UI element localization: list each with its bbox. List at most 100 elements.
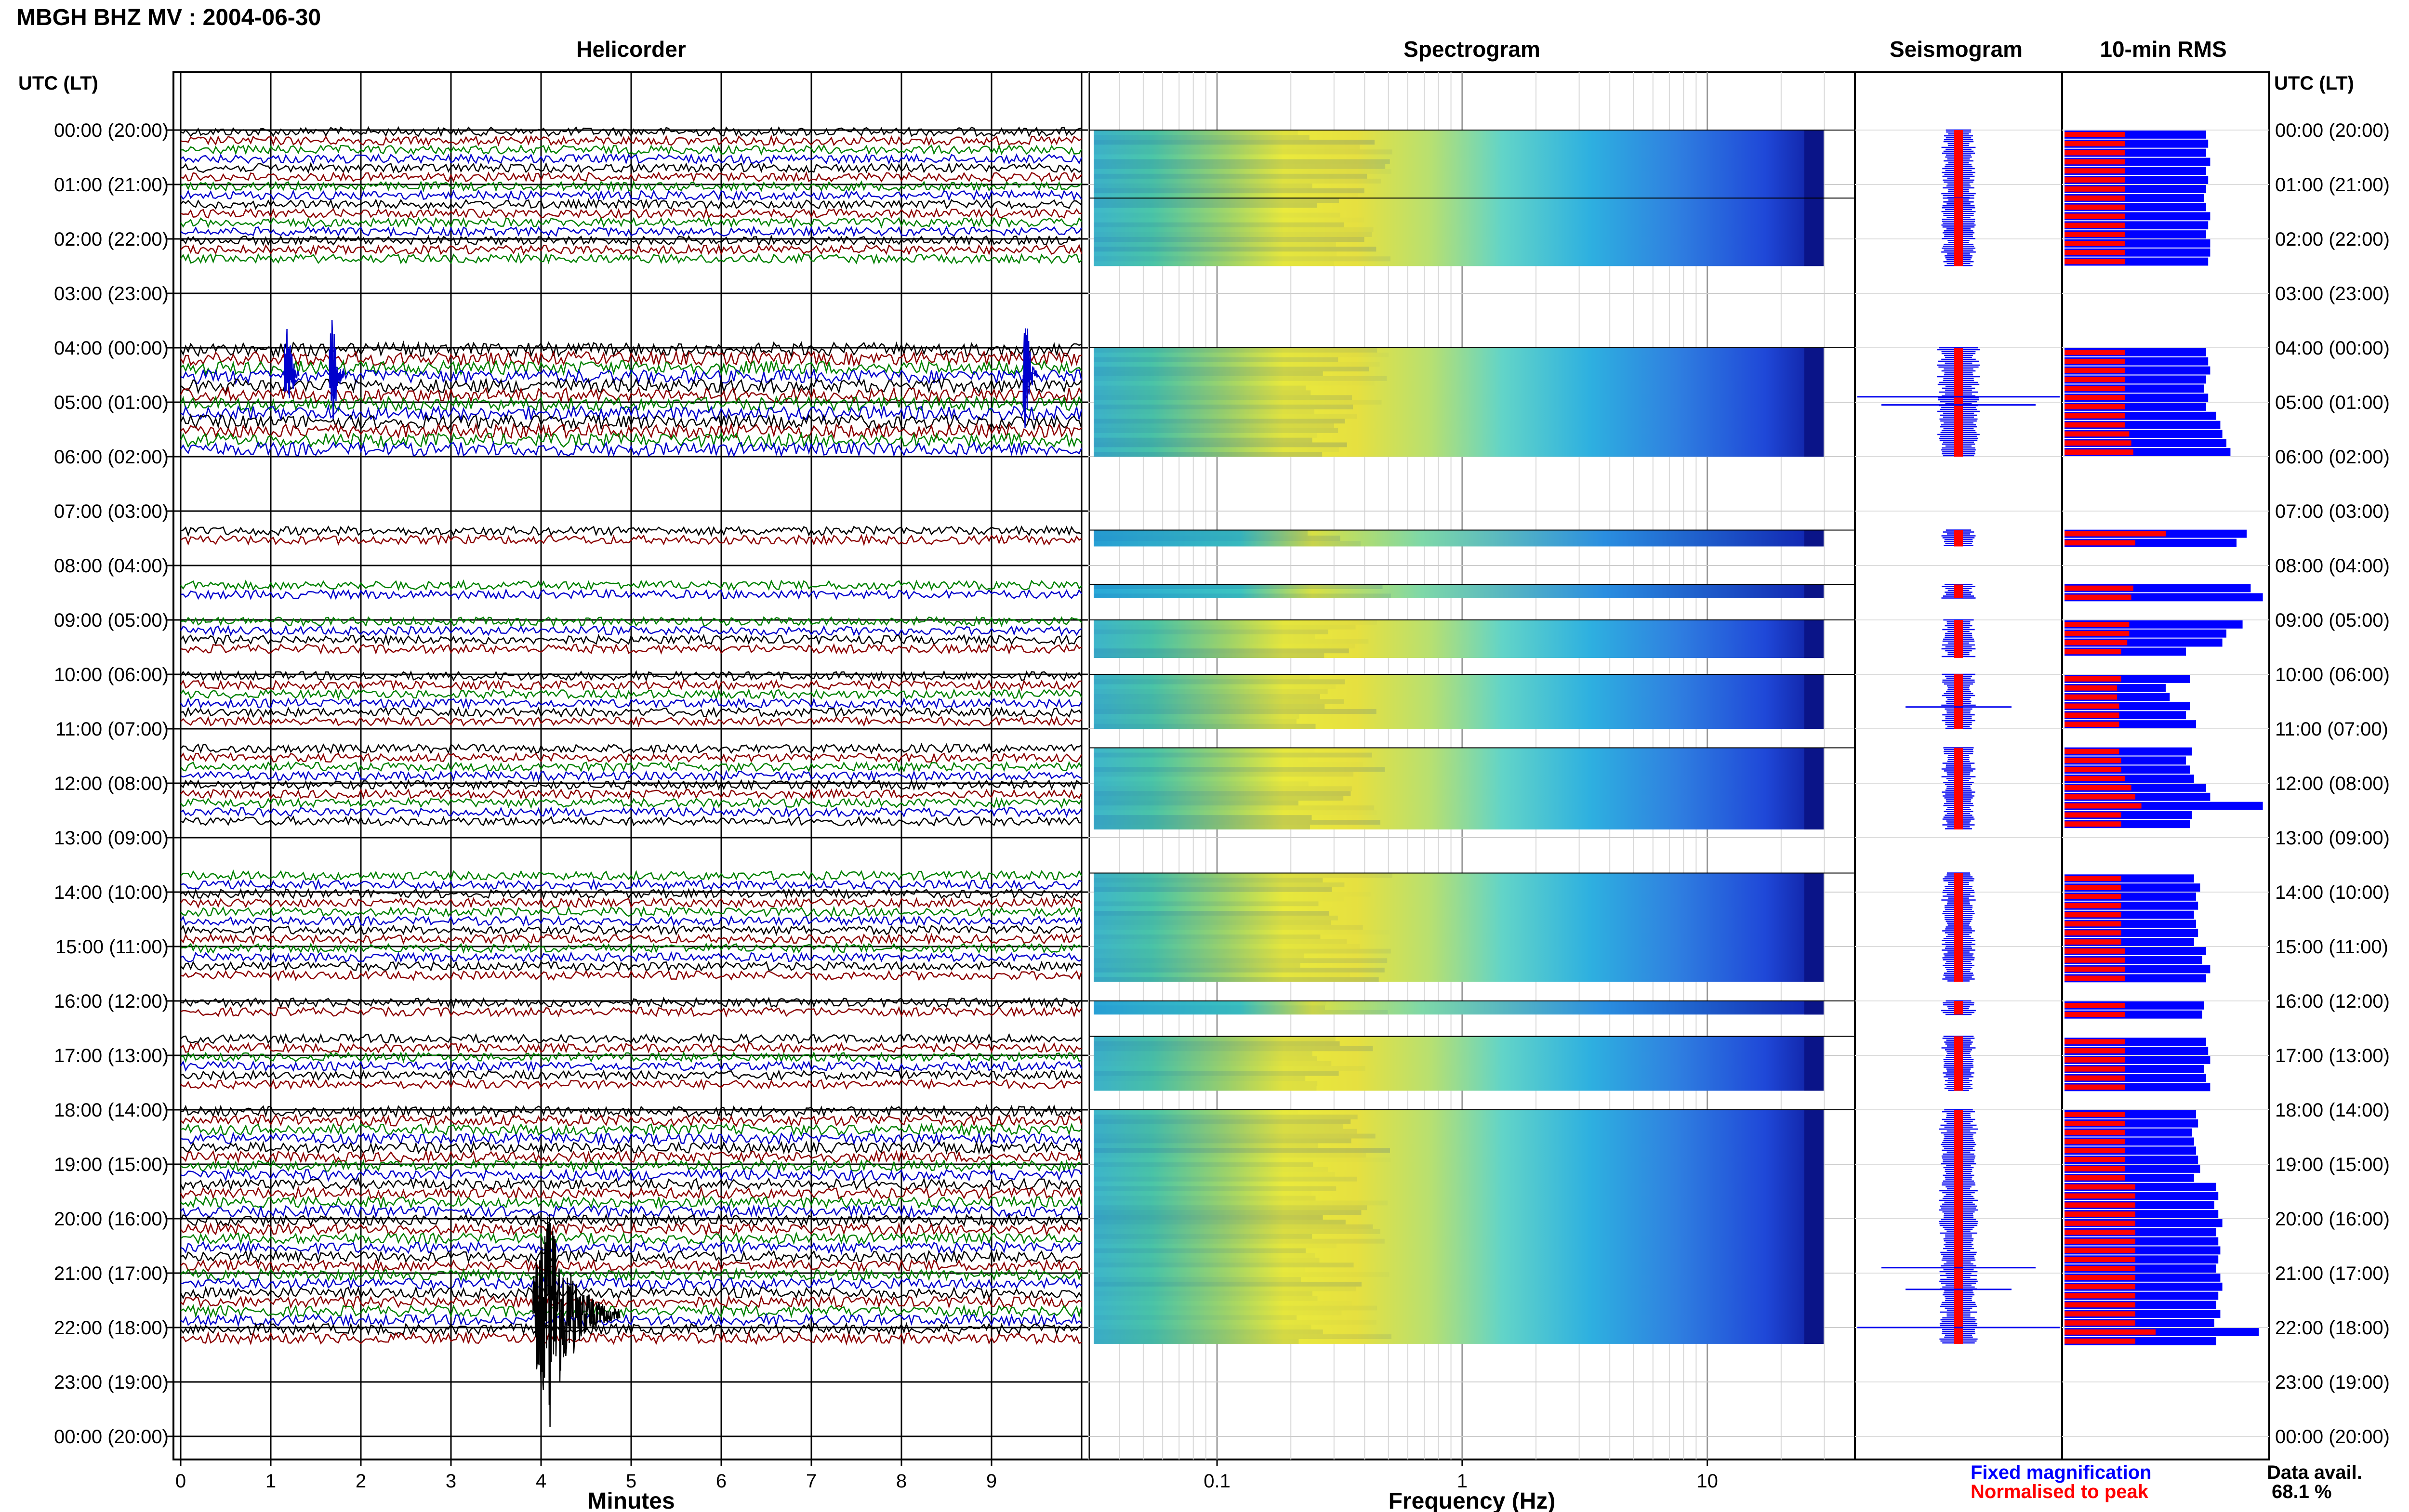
rms-normalised-bar — [2065, 1221, 2135, 1226]
rms-normalised-bar — [2065, 749, 2119, 754]
rms-normalised-bar — [2065, 876, 2121, 881]
rms-normalised-bar — [2065, 1266, 2135, 1271]
rms-normalised-bar — [2065, 232, 2125, 237]
rms-normalised-bar — [2065, 1238, 2135, 1244]
rms-normalised-bar — [2065, 1248, 2135, 1253]
spectrogram-panel: 0.1 1 10 — [1088, 71, 1856, 1492]
helicorder-tick-label: 0 — [175, 1471, 186, 1492]
rms-normalised-bar — [2065, 1048, 2125, 1053]
rms-normalised-bar — [2065, 1320, 2135, 1326]
rms-normalised-bar — [2065, 712, 2119, 718]
rms-normalised-bar — [2065, 1120, 2125, 1126]
hour-label-right: 00:00 (20:00) — [2275, 1426, 2390, 1447]
rms-normalised-bar — [2065, 894, 2121, 899]
hour-label-right: 01:00 (21:00) — [2275, 174, 2390, 196]
rms-normalised-bar — [2065, 676, 2121, 682]
seismogram-panel — [1854, 71, 2063, 1460]
hour-label-right: 21:00 (17:00) — [2275, 1263, 2390, 1284]
helicorder-tick-label: 5 — [626, 1471, 636, 1492]
rms-normalised-bar — [2065, 150, 2125, 156]
hour-label-right: 04:00 (00:00) — [2275, 338, 2390, 359]
helicorder-panel: 0 1 2 3 4 5 6 7 8 9 — [166, 71, 1090, 1492]
rms-normalised-bar — [2065, 204, 2125, 210]
helicorder-tick-label: 8 — [896, 1471, 907, 1492]
rms-normalised-bar — [2065, 921, 2121, 927]
rms-normalised-bar — [2065, 1175, 2125, 1181]
hour-label-left: 01:00 (21:00) — [54, 174, 169, 196]
rms-normalised-bar — [2065, 622, 2130, 627]
rms-normalised-bar — [2065, 975, 2125, 981]
hour-label-right: 12:00 (08:00) — [2275, 773, 2390, 794]
rms-normalised-bar — [2065, 1157, 2125, 1162]
rms-normalised-bar — [2065, 767, 2121, 773]
hour-label-left: 11:00 (07:00) — [55, 719, 169, 740]
hour-label-left: 07:00 (03:00) — [54, 501, 169, 522]
rms-normalised-bar — [2065, 1039, 2125, 1045]
rms-normalised-bar — [2065, 386, 2125, 392]
rms-normalised-bar — [2065, 368, 2125, 373]
seismogram-title: Seismogram — [1890, 37, 2023, 62]
rms-normalised-bar — [2065, 449, 2133, 455]
rms-normalised-bar — [2065, 585, 2133, 591]
rms-normalised-bar — [2065, 1275, 2135, 1280]
hour-label-right: 03:00 (23:00) — [2275, 283, 2390, 304]
hour-label-left: 13:00 (09:00) — [54, 828, 169, 849]
helicorder-tick-label: 3 — [446, 1471, 456, 1492]
hour-label-right: 16:00 (12:00) — [2275, 991, 2390, 1012]
rms-normalised-bar — [2065, 1329, 2156, 1335]
hour-label-right: 02:00 (22:00) — [2275, 229, 2390, 250]
rms-normalised-bar — [2065, 1302, 2135, 1308]
rms-normalised-bar — [2065, 1112, 2125, 1117]
rms-normalised-bar — [2065, 812, 2121, 818]
hour-label-right: 09:00 (05:00) — [2275, 610, 2390, 631]
rms-normalised-bar — [2065, 1012, 2125, 1017]
rms-normalised-bar — [2065, 404, 2125, 409]
hour-labels-right: 00:00 (20:00) 01:00 (21:00) 02:00 (22:00) 0… — [2275, 120, 2390, 1447]
rms-normalised-bar — [2065, 1284, 2135, 1289]
helicorder-title: Helicorder — [576, 37, 686, 62]
hour-label-right: 17:00 (13:00) — [2275, 1045, 2390, 1066]
hour-label-right: 19:00 (15:00) — [2275, 1154, 2390, 1175]
rms-normalised-bar — [2065, 1338, 2135, 1344]
rms-normalised-bar — [2065, 1193, 2135, 1199]
hour-label-right: 05:00 (01:00) — [2275, 392, 2390, 413]
hour-label-left: 04:00 (00:00) — [54, 338, 169, 359]
rms-normalised-bar — [2065, 1075, 2125, 1081]
rms-title: 10-min RMS — [2100, 37, 2226, 62]
hour-label-left: 20:00 (16:00) — [54, 1209, 169, 1230]
hour-label-right: 20:00 (16:00) — [2275, 1209, 2390, 1230]
rms-normalised-bar — [2065, 930, 2121, 936]
rms-normalised-bar — [2065, 703, 2119, 709]
hour-label-right: 00:00 (20:00) — [2275, 120, 2390, 141]
rms-normalised-bar — [2065, 540, 2135, 546]
hour-label-left: 22:00 (18:00) — [54, 1317, 169, 1339]
rms-normalised-bar — [2065, 1311, 2135, 1317]
hour-label-right: 11:00 (07:00) — [2275, 719, 2388, 740]
rms-normalised-bar — [2065, 794, 2135, 800]
hour-label-right: 08:00 (04:00) — [2275, 555, 2390, 577]
availability-label: Data avail. — [2267, 1462, 2362, 1483]
rms-normalised-bar — [2065, 631, 2130, 636]
rms-normalised-bar — [2065, 1130, 2125, 1135]
hour-label-right: 22:00 (18:00) — [2275, 1317, 2390, 1339]
rms-normalised-bar — [2065, 250, 2125, 255]
helicorder-xlabel: Minutes — [587, 1488, 675, 1512]
hour-label-right: 07:00 (03:00) — [2275, 501, 2390, 522]
rms-normalised-bar — [2065, 223, 2125, 228]
rms-normalised-bar — [2065, 440, 2131, 446]
hour-label-left: 05:00 (01:00) — [54, 392, 169, 413]
rms-normalised-bar — [2065, 803, 2142, 809]
rms-normalised-bar — [2065, 1084, 2125, 1090]
rms-normalised-bar — [2065, 912, 2121, 918]
rms-normalised-bar — [2065, 1184, 2135, 1190]
spectrogram-xlabel: Frequency (Hz) — [1389, 1488, 1556, 1512]
spectrogram-tick-label: 1 — [1457, 1471, 1468, 1492]
rms-normalised-bar — [2065, 1293, 2135, 1299]
rms-normalised-bar — [2065, 241, 2125, 246]
hour-label-left: 00:00 (20:00) — [54, 120, 169, 141]
rms-normalised-bar — [2065, 350, 2125, 355]
rms-normalised-bar — [2065, 694, 2118, 700]
helicorder-tick-label: 1 — [265, 1471, 276, 1492]
rms-normalised-bar — [2065, 259, 2125, 264]
rms-normalised-bar — [2065, 395, 2125, 400]
